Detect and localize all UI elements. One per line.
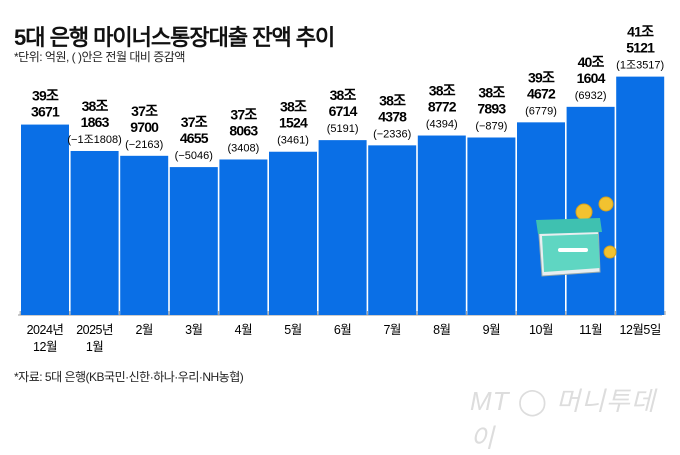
x-tick-label: 1월 [86,340,103,354]
change-label: (5191) [327,123,359,135]
value-label: 3671 [31,104,60,120]
value-label: 4655 [180,130,209,146]
calendar-with-coins-icon [536,196,617,277]
bar [120,155,169,315]
change-label: (−879) [475,120,507,132]
bar [417,135,466,315]
change-label: (3408) [228,142,260,154]
x-tick-label: 3월 [185,323,202,337]
logo-watermark: MT ◯ 머니투데이 [470,386,656,453]
value-label: 7893 [477,100,506,116]
x-tick-label: 2024년 [27,323,64,337]
x-tick-label: 11월 [579,323,602,337]
chart-subtitle: *단위: 억원, ( )안은 전월 대비 증감액 [14,50,185,64]
value-label: 6714 [329,103,358,119]
x-tick-label: 12월 [33,340,57,354]
chart-title: 5대 은행 마이너스통장대출 잔액 추이 [14,25,335,50]
change-label: (−5046) [175,150,213,162]
value-label: 37조 [230,106,257,122]
value-label: 1604 [577,70,606,86]
value-label: 41조 [627,24,654,40]
value-label: 38조 [478,84,505,100]
value-label: 38조 [429,83,456,99]
x-tick-label: 8월 [433,323,450,337]
x-tick-label: 2월 [135,323,152,337]
bar [318,140,367,315]
change-label: (4394) [426,119,458,131]
bar [269,151,317,315]
value-label: 8772 [428,99,457,115]
bar [467,137,516,315]
bar [368,145,417,315]
value-label: 1524 [279,115,308,131]
x-tick-label: 7월 [383,323,400,337]
bar-chart: 367139조2024년12월(−1조1808)186338조2025년1월(−… [18,24,666,354]
value-label: 37조 [131,103,158,119]
value-label: 39조 [528,69,555,85]
value-label: 9700 [130,119,159,135]
value-label: 40조 [578,54,605,70]
x-tick-label: 5월 [284,323,301,337]
x-tick-label: 6월 [334,323,351,337]
bar [616,76,665,315]
source-note: *자료: 5대 은행(KB국민·신한·하나·우리·NH농협) [14,370,244,384]
change-label: (6932) [575,90,607,102]
change-label: (1조3517) [616,60,664,72]
value-label: 38조 [82,98,109,114]
bar [21,124,69,316]
bar [219,159,268,315]
x-tick-label: 10월 [529,323,553,337]
x-tick-label: 9월 [483,323,500,337]
value-label: 39조 [32,88,59,104]
change-label: (−2336) [373,128,411,140]
value-label: 1863 [81,114,110,130]
x-tick-label: 2025년 [76,323,113,337]
value-label: 38조 [280,99,307,115]
x-tick-label: 12월5일 [620,323,661,337]
x-tick-label: 4월 [235,323,252,337]
bar [70,150,119,315]
change-label: (−1조1808) [67,134,121,146]
value-label: 4378 [378,108,407,124]
value-label: 37조 [181,114,208,130]
change-label: (6779) [525,105,557,117]
change-label: (3461) [277,135,309,147]
value-label: 5121 [626,40,655,56]
bar [169,167,218,315]
value-label: 8063 [229,122,258,138]
change-label: (−2163) [125,139,163,151]
bar [517,122,565,316]
value-label: 4672 [527,85,556,101]
value-label: 38조 [330,87,357,103]
value-label: 38조 [379,92,406,108]
